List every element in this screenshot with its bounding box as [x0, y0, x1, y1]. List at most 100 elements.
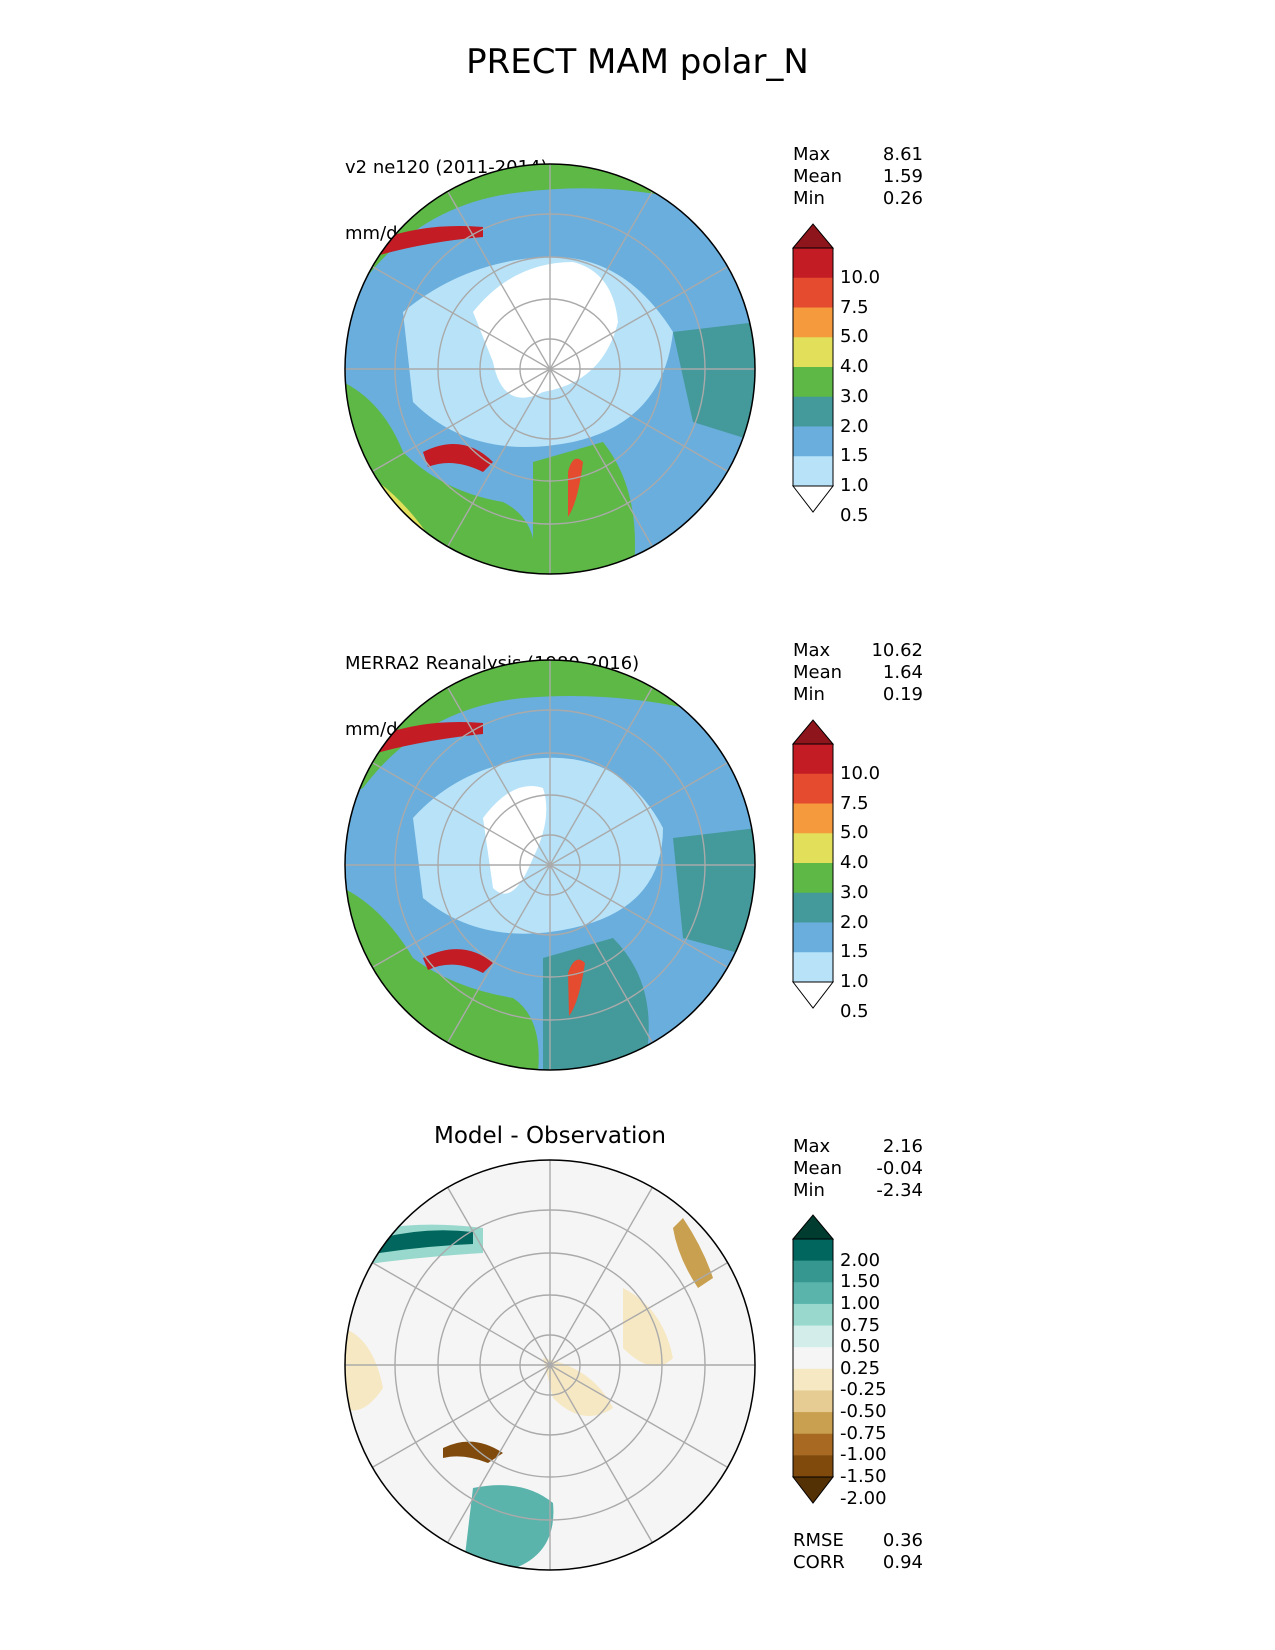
colorbar-main-2-segment [793, 922, 833, 953]
panel2-colorbar [791, 719, 835, 1009]
panel3-difference-map [344, 1159, 756, 1571]
colorbar-diff-extend-max [791, 1214, 835, 1240]
corr-value: 0.94 [882, 1552, 923, 1573]
colorbar-diff-tick-label: 0.50 [840, 1336, 881, 1358]
stat-min-value: 0.26 [882, 188, 923, 209]
colorbar-main-1-outline [792, 247, 834, 487]
colorbar-diff-tick-label: 0.75 [840, 1314, 881, 1336]
figure-title: PRECT MAM polar_N [466, 42, 809, 82]
colorbar-diff-tick-label: 1.50 [840, 1271, 881, 1293]
colorbar-main-1-tick-label: 10.0 [840, 266, 881, 288]
colorbar-main-1-segment [793, 307, 833, 338]
colorbar-main-2-outline [792, 743, 834, 983]
colorbar-main-1-tick-label: 4.0 [840, 356, 869, 377]
colorbar-main-2-segment [793, 744, 833, 775]
colorbar-main-2-segment [793, 892, 833, 923]
stat-mean-value: -0.04 [876, 1158, 923, 1179]
colorbar-main-1-segment [793, 456, 833, 487]
colorbar-main-2-segment [793, 833, 833, 864]
colorbar-main-2-segment [793, 803, 833, 834]
colorbar-diff-segment [793, 1347, 833, 1370]
colorbar-diff-tick-label: -0.50 [840, 1401, 887, 1423]
colorbar-main-2-tick-label: 10.0 [840, 762, 881, 784]
panel2-polar-map [344, 659, 756, 1071]
stat-max-label: Max [793, 1136, 831, 1157]
colorbar-main-2-extend-max [791, 719, 835, 745]
stat-max-label: Max [793, 144, 831, 165]
panel3-colorbar [791, 1214, 835, 1504]
corr-label: CORR [793, 1552, 845, 1573]
colorbar-main-1-segment [793, 426, 833, 457]
panel2-stats: Max 10.62 Mean 1.64 Min 0.19 [793, 640, 923, 706]
stat-min-value: 0.19 [882, 684, 923, 705]
colorbar-main-1-extend-min [791, 485, 835, 513]
stat-max-value: 2.16 [882, 1136, 923, 1157]
stat-mean-label: Mean [793, 166, 843, 187]
panel1-polar-map [344, 163, 756, 575]
stat-max-value: 8.61 [882, 144, 923, 165]
colorbar-main-1-tick-label: 5.0 [840, 326, 869, 348]
panel3-stats: Max 2.16 Mean -0.04 Min -2.34 [793, 1136, 923, 1202]
colorbar-main-2-tick-label: 1.5 [840, 941, 869, 963]
colorbar-main-1-tick-label: 7.5 [840, 296, 869, 318]
panel1-stats: Max 8.61 Mean 1.59 Min 0.26 [793, 144, 923, 210]
stat-min-value: -2.34 [876, 1180, 923, 1201]
colorbar-main-1-segment [793, 277, 833, 308]
colorbar-diff-tick-label: -1.00 [840, 1444, 887, 1466]
colorbar-diff-outline [792, 1238, 834, 1478]
colorbar-main-2-tick-label: 7.5 [840, 792, 869, 814]
colorbar-diff-segment [793, 1412, 833, 1435]
colorbar-diff-tick-label: -0.25 [840, 1379, 887, 1401]
colorbar-diff-segment [793, 1455, 833, 1478]
colorbar-main-1-tick-label: 3.0 [840, 385, 869, 407]
rmse-label: RMSE [793, 1530, 844, 1551]
colorbar-diff-segment [793, 1390, 833, 1413]
colorbar-diff-tick-label: 2.00 [840, 1249, 881, 1271]
colorbar-diff-tick-label: -0.75 [840, 1422, 887, 1444]
colorbar-diff-tick-label: -2.00 [840, 1487, 887, 1509]
stat-mean-value: 1.59 [882, 166, 923, 187]
colorbar-diff-tick-label: 1.00 [840, 1292, 881, 1314]
colorbar-main-1-tick-label: 2.0 [840, 415, 869, 437]
stat-min-label: Min [793, 1180, 825, 1201]
stat-min-label: Min [793, 188, 825, 209]
colorbar-diff-segment [793, 1325, 833, 1348]
colorbar-main-1-tick-label: 0.5 [840, 504, 869, 526]
colorbar-main-1-segment [793, 337, 833, 368]
colorbar-diff-segment [793, 1260, 833, 1283]
stat-mean-label: Mean [793, 662, 843, 683]
colorbar-main-2-tick-label: 1.0 [840, 971, 869, 992]
stat-mean-value: 1.64 [882, 662, 923, 683]
colorbar-diff-segment [793, 1303, 833, 1327]
panel3-metrics: RMSE 0.36 CORR 0.94 [793, 1530, 923, 1574]
colorbar-main-2-tick-label: 2.0 [840, 911, 869, 933]
colorbar-main-2-segment [793, 863, 833, 894]
colorbar-main-2-segment [793, 773, 833, 804]
colorbar-main-2-tick-label: 3.0 [840, 881, 869, 903]
colorbar-main-2-tick-label: 5.0 [840, 822, 869, 844]
panel1-colorbar [791, 223, 835, 513]
colorbar-diff-tick-label: 0.25 [840, 1357, 881, 1379]
stat-max-label: Max [793, 640, 831, 661]
colorbar-diff-segment [793, 1282, 833, 1305]
colorbar-diff-segment [793, 1368, 833, 1391]
colorbar-main-1-segment [793, 248, 833, 279]
stat-min-label: Min [793, 684, 825, 705]
panel3-title: Model - Observation [433, 1123, 667, 1149]
colorbar-main-1-segment [793, 396, 833, 427]
colorbar-main-2-segment [793, 952, 833, 983]
colorbar-main-2-extend-min [791, 981, 835, 1009]
colorbar-main-1-extend-max [791, 223, 835, 249]
colorbar-main-1-tick-label: 1.0 [840, 475, 869, 496]
colorbar-diff-segment [793, 1239, 833, 1262]
colorbar-diff-tick-label: -1.50 [840, 1466, 887, 1487]
colorbar-main-1-segment [793, 367, 833, 398]
rmse-value: 0.36 [882, 1530, 923, 1551]
colorbar-diff-segment [793, 1433, 833, 1456]
colorbar-main-2-tick-label: 4.0 [840, 852, 869, 873]
colorbar-main-2-tick-label: 0.5 [840, 1000, 869, 1022]
colorbar-main-1-tick-label: 1.5 [840, 445, 869, 467]
stat-max-value: 10.62 [871, 640, 923, 661]
colorbar-diff-extend-min [791, 1476, 835, 1504]
stat-mean-label: Mean [793, 1158, 843, 1179]
